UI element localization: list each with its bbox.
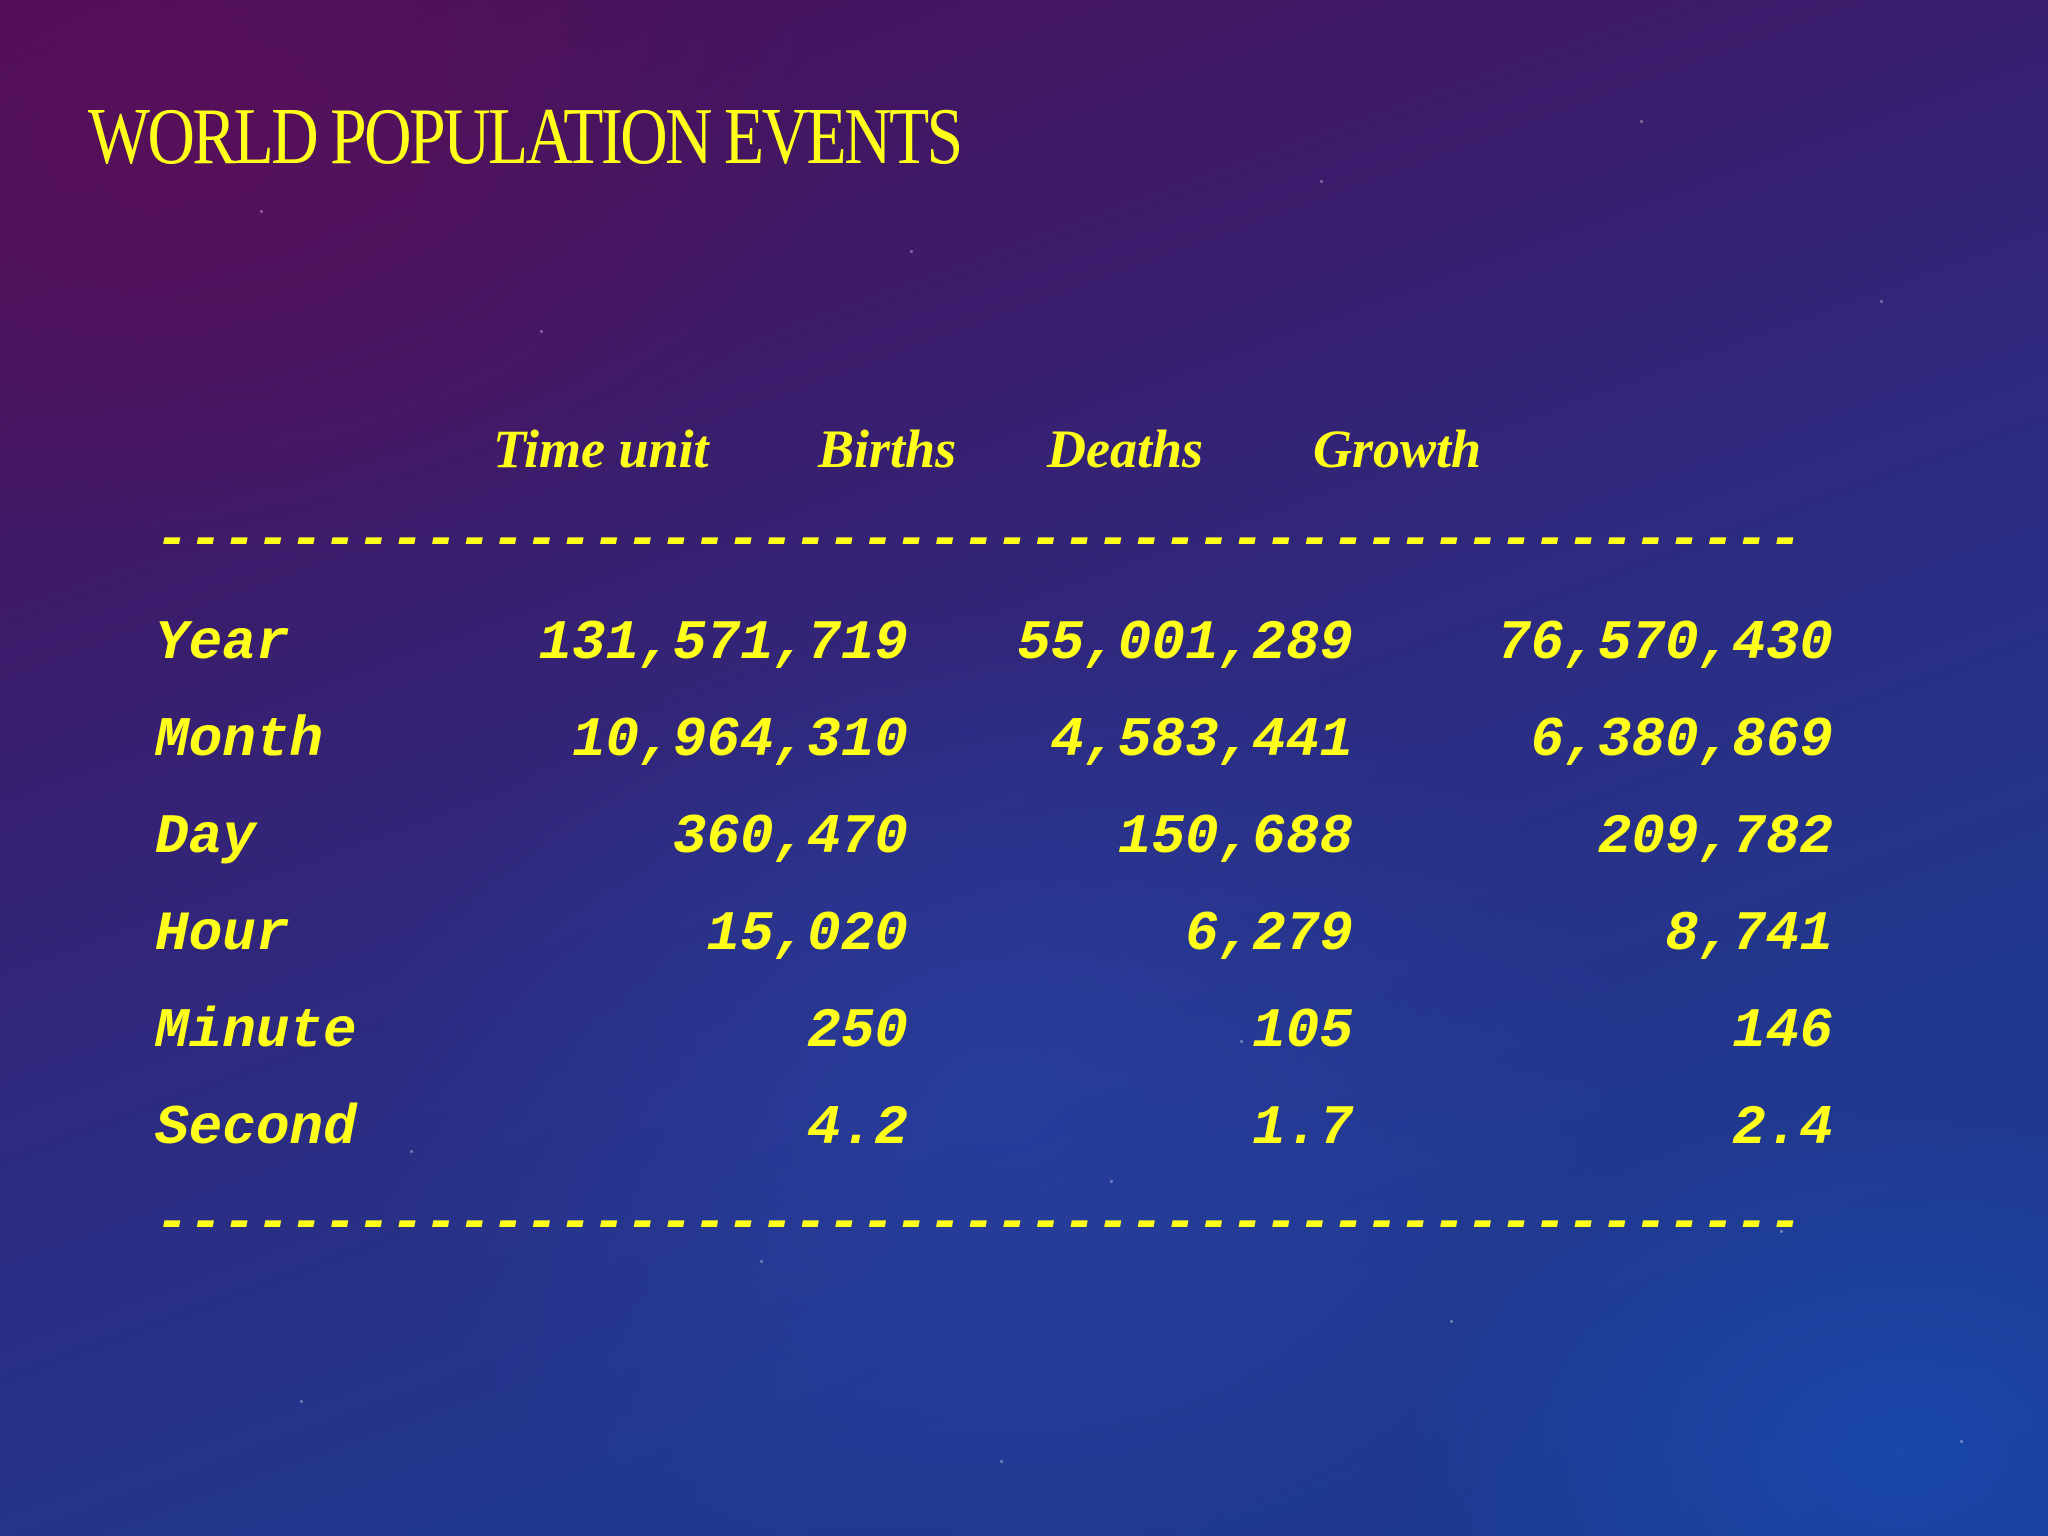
cell-minute-deaths: 105 (1252, 999, 1353, 1063)
cell-second-growth: 2.4 (1732, 1096, 1833, 1160)
cell-year-births: 131,571,719 (538, 611, 908, 675)
row-label-minute: Minute (155, 999, 357, 1063)
header-births: Births (818, 419, 957, 479)
header-deaths: Deaths (1047, 419, 1204, 479)
cell-minute-growth: 146 (1732, 999, 1833, 1063)
cell-day-deaths: 150,688 (1117, 805, 1353, 869)
slide-title: WORLD POPULATION EVENTS (88, 93, 963, 181)
cell-second-deaths: 1.7 (1252, 1096, 1353, 1160)
cell-hour-deaths: 6,279 (1184, 902, 1353, 966)
cell-month-deaths: 4,583,441 (1050, 708, 1353, 772)
cell-year-growth: 76,570,430 (1496, 611, 1833, 675)
divider-bottom: ----------------------------------------… (155, 1195, 1802, 1251)
cell-day-growth: 209,782 (1597, 805, 1833, 869)
cell-minute-births: 250 (807, 999, 908, 1063)
cell-hour-growth: 8,741 (1664, 902, 1833, 966)
cell-year-deaths: 55,001,289 (1016, 611, 1353, 675)
row-label-second: Second (155, 1096, 357, 1160)
cell-day-births: 360,470 (672, 805, 908, 869)
cell-second-births: 4.2 (807, 1096, 908, 1160)
row-label-day: Day (155, 805, 256, 869)
cell-month-growth: 6,380,869 (1530, 708, 1833, 772)
row-label-hour: Hour (155, 902, 290, 966)
row-label-year: Year (155, 611, 290, 675)
header-growth: Growth (1313, 419, 1482, 479)
cell-month-births: 10,964,310 (571, 708, 908, 772)
row-label-month: Month (155, 708, 324, 772)
divider-top: ----------------------------------------… (155, 512, 1802, 568)
header-time-unit: Time unit (493, 419, 709, 479)
cell-hour-births: 15,020 (706, 902, 908, 966)
